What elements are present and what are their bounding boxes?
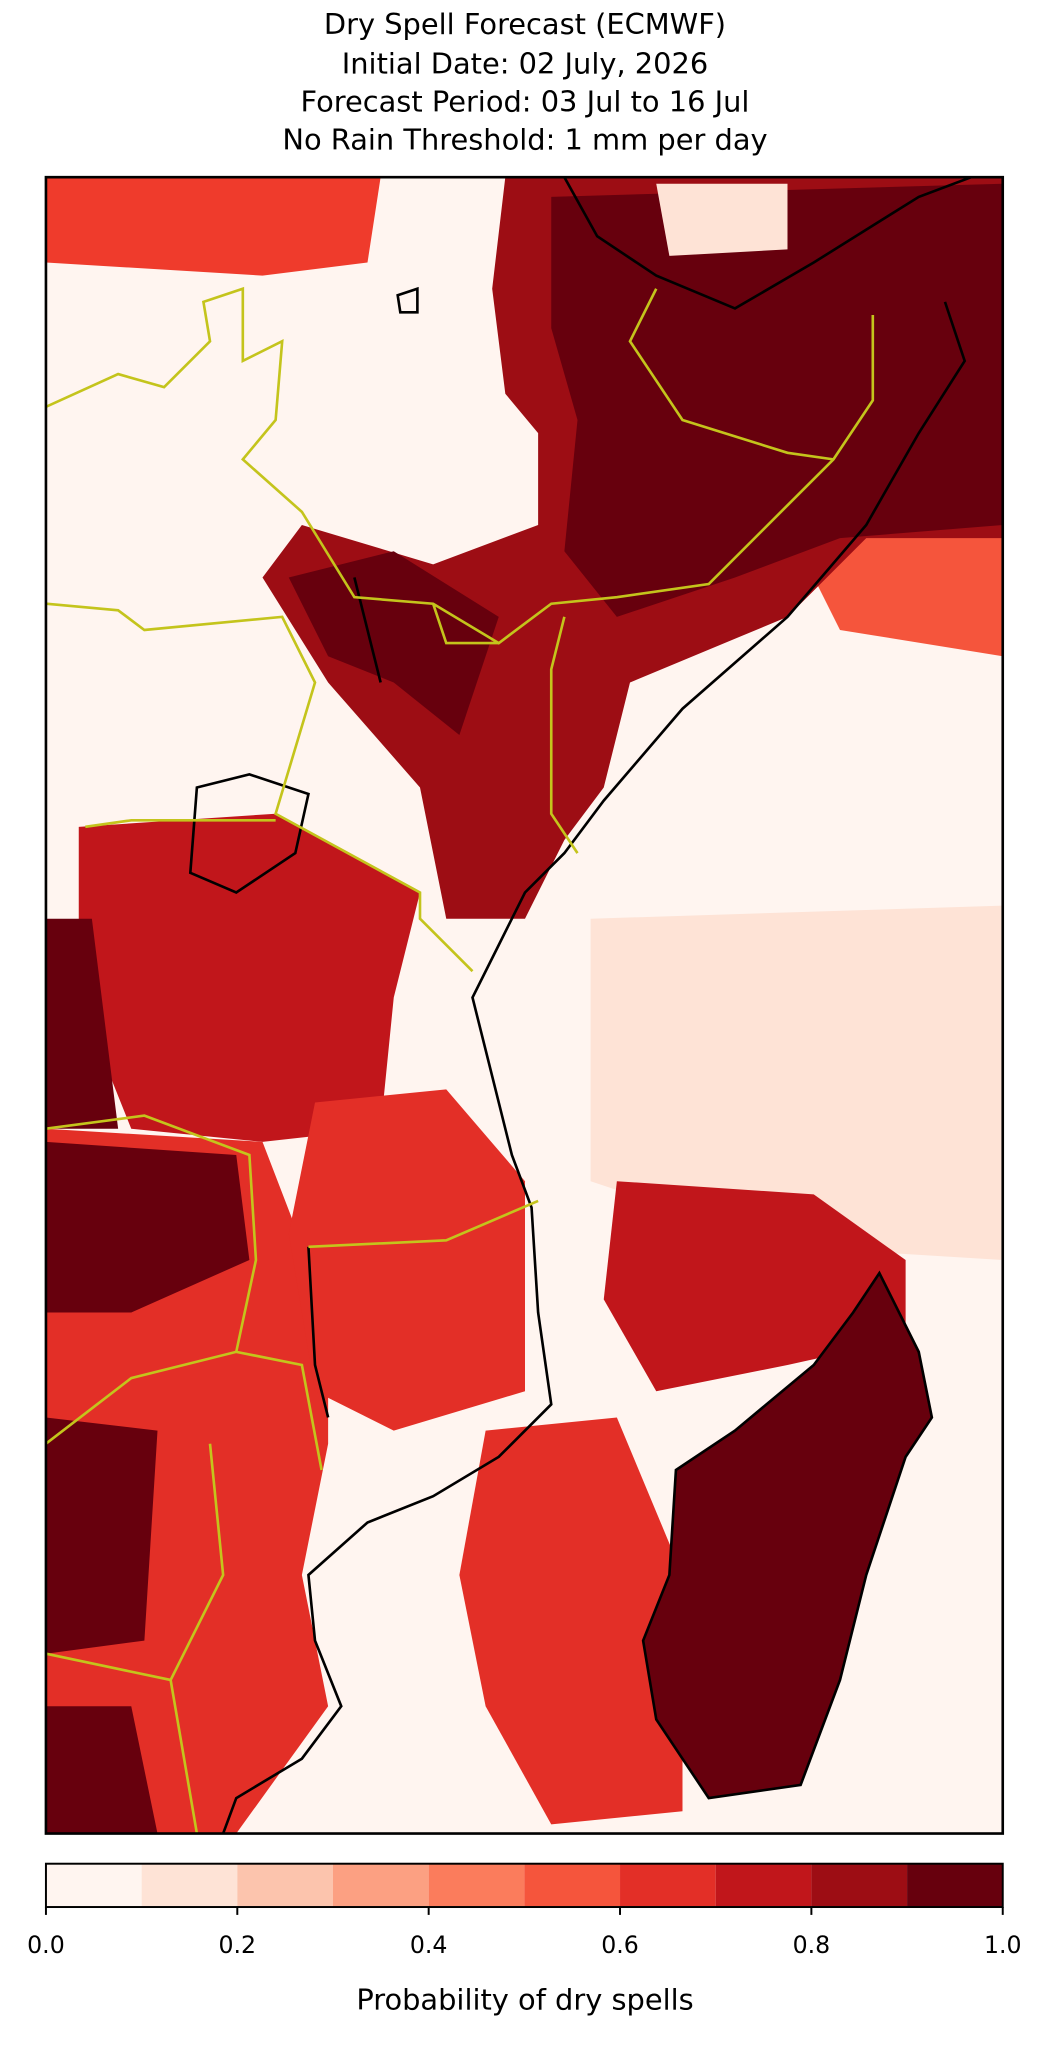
colorbar-tick-label: 1.0 <box>984 1931 1022 1959</box>
title-line: Dry Spell Forecast (ECMWF) <box>324 7 726 41</box>
title-line: Forecast Period: 03 Jul to 16 Jul <box>301 85 750 119</box>
colorbar-bin <box>811 1863 908 1908</box>
map-region <box>45 177 381 276</box>
lake-outline <box>188 286 419 1418</box>
colorbar-frame <box>44 1862 1004 1909</box>
colorbar-tick-label: 0.2 <box>219 1931 257 1959</box>
map-region <box>590 905 1003 1260</box>
coastline <box>221 177 972 1834</box>
map-region <box>45 1141 250 1834</box>
colorbar-tick-label: 0.4 <box>410 1931 448 1959</box>
map-region <box>643 1273 932 1799</box>
colorbar-bin <box>237 1863 333 1908</box>
map-region <box>78 813 421 1142</box>
colorbar-bin <box>141 1863 238 1908</box>
country-border <box>45 286 875 1834</box>
map-region <box>459 1417 683 1825</box>
map-region <box>288 1089 525 1431</box>
colorbar-bin <box>715 1863 812 1908</box>
map <box>45 177 1003 1834</box>
title-line: Initial Date: 02 July, 2026 <box>342 47 709 81</box>
colorbar-bin <box>907 1863 1003 1908</box>
map-region <box>656 183 788 256</box>
map-region <box>288 551 499 735</box>
title-line: No Rain Threshold: 1 mm per day <box>282 123 767 157</box>
colorbar-tick-label: 0.8 <box>793 1931 831 1959</box>
colorbar-label: Probability of dry spells <box>356 1983 693 2017</box>
map-frame <box>44 175 1005 1835</box>
map-region <box>45 918 119 1129</box>
colorbar-bin <box>620 1863 716 1908</box>
colorbar-bin <box>524 1863 621 1908</box>
colorbar-tick-label: 0.0 <box>27 1931 65 1959</box>
map-region <box>603 1181 906 1392</box>
coastline <box>641 1270 934 1800</box>
colorbar-tick-label: 0.6 <box>601 1931 639 1959</box>
map-region <box>551 183 1003 617</box>
colorbar-bin <box>332 1863 429 1908</box>
colorbar-bin <box>45 1863 142 1908</box>
colorbar-bin <box>428 1863 525 1908</box>
